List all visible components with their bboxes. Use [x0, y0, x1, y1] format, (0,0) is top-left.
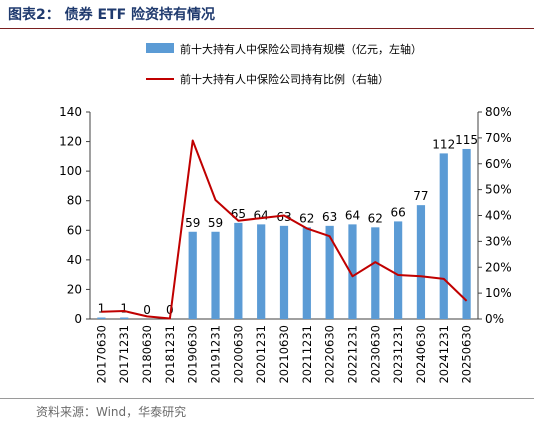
title-divider	[0, 28, 534, 29]
y-right-tick-label: 60%	[485, 157, 512, 171]
x-tick-label: 20200630	[231, 325, 245, 384]
y-left-tick-label: 40	[67, 253, 82, 267]
source-note: 资料来源：Wind，华泰研究	[36, 405, 187, 419]
bar	[279, 225, 289, 319]
bar	[97, 317, 106, 319]
bar	[394, 221, 403, 319]
bar	[325, 225, 334, 319]
y-left-tick-label: 0	[74, 312, 82, 326]
legend-bar-swatch	[146, 43, 174, 53]
bar-data-label: 62	[299, 211, 314, 225]
y-left-tick-label: 140	[59, 105, 82, 119]
x-tick-label: 20181231	[163, 325, 177, 384]
bar-data-label: 112	[432, 137, 455, 151]
bar-data-label: 63	[322, 210, 337, 224]
y-right-tick-label: 10%	[485, 286, 512, 300]
x-tick-label: 20250630	[460, 325, 474, 384]
y-right-tick-label: 80%	[485, 105, 512, 119]
ratio-line	[101, 139, 468, 320]
x-tick-label: 20221231	[345, 325, 359, 384]
bar-data-label: 77	[413, 189, 428, 203]
bar-data-label: 66	[390, 205, 405, 219]
x-tick-label: 20190630	[186, 325, 200, 384]
bar-data-label: 64	[345, 208, 360, 222]
bar	[439, 153, 448, 319]
x-tick-label: 20191231	[209, 325, 223, 384]
chart: 0204060801001201400%10%20%30%40%50%60%70…	[59, 42, 512, 384]
chart-title: 图表2： 债券 ETF 险资持有情况	[8, 7, 216, 23]
bar-data-label: 0	[143, 303, 151, 317]
y-right-tick-label: 30%	[485, 234, 512, 248]
x-tick-label: 20241231	[437, 325, 451, 384]
x-tick-label: 20220630	[323, 325, 337, 384]
y-right-tick-label: 40%	[485, 209, 512, 223]
bar-data-label: 0	[166, 303, 174, 317]
y-left-tick-label: 100	[59, 164, 82, 178]
x-tick-label: 20231231	[391, 325, 405, 384]
bar-data-label: 65	[231, 207, 246, 221]
bar-data-label: 1	[98, 302, 106, 316]
bar-data-label: 115	[455, 133, 478, 147]
x-tick-label: 20171231	[117, 325, 131, 384]
bar-data-label: 62	[368, 211, 383, 225]
x-tick-label: 20230630	[368, 325, 382, 384]
bar	[302, 227, 311, 319]
y-right-tick-label: 70%	[485, 131, 512, 145]
bar-data-label: 59	[185, 216, 200, 230]
bar-data-label: 1	[120, 302, 128, 316]
bar	[348, 224, 357, 319]
source-divider	[0, 398, 534, 399]
bar	[462, 148, 471, 319]
y-left-tick-label: 120	[59, 135, 82, 149]
y-right-tick-label: 0%	[485, 312, 504, 326]
bar	[211, 231, 220, 319]
x-tick-label: 20201231	[254, 325, 268, 384]
y-right-tick-label: 20%	[485, 260, 512, 274]
bar-data-label: 63	[276, 210, 291, 224]
y-left-tick-label: 80	[67, 194, 82, 208]
x-tick-label: 20170630	[94, 325, 108, 384]
x-tick-label: 20180630	[140, 325, 154, 384]
legend-line-label: 前十大持有人中保险公司持有比例（右轴）	[180, 72, 389, 86]
bar-data-label: 64	[254, 208, 269, 222]
x-tick-label: 20210630	[277, 325, 291, 384]
bar	[234, 222, 243, 319]
bar	[371, 227, 380, 319]
y-left-tick-label: 60	[67, 223, 82, 237]
bar	[257, 224, 266, 319]
bar-data-label: 59	[208, 216, 223, 230]
bar	[416, 205, 426, 319]
bar	[120, 317, 129, 319]
x-tick-label: 20211231	[300, 325, 314, 384]
y-left-tick-label: 20	[67, 282, 82, 296]
legend-bar-label: 前十大持有人中保险公司持有规模（亿元，左轴）	[180, 42, 422, 56]
y-right-tick-label: 50%	[485, 183, 512, 197]
x-tick-label: 20240630	[414, 325, 428, 384]
bar	[188, 231, 197, 319]
